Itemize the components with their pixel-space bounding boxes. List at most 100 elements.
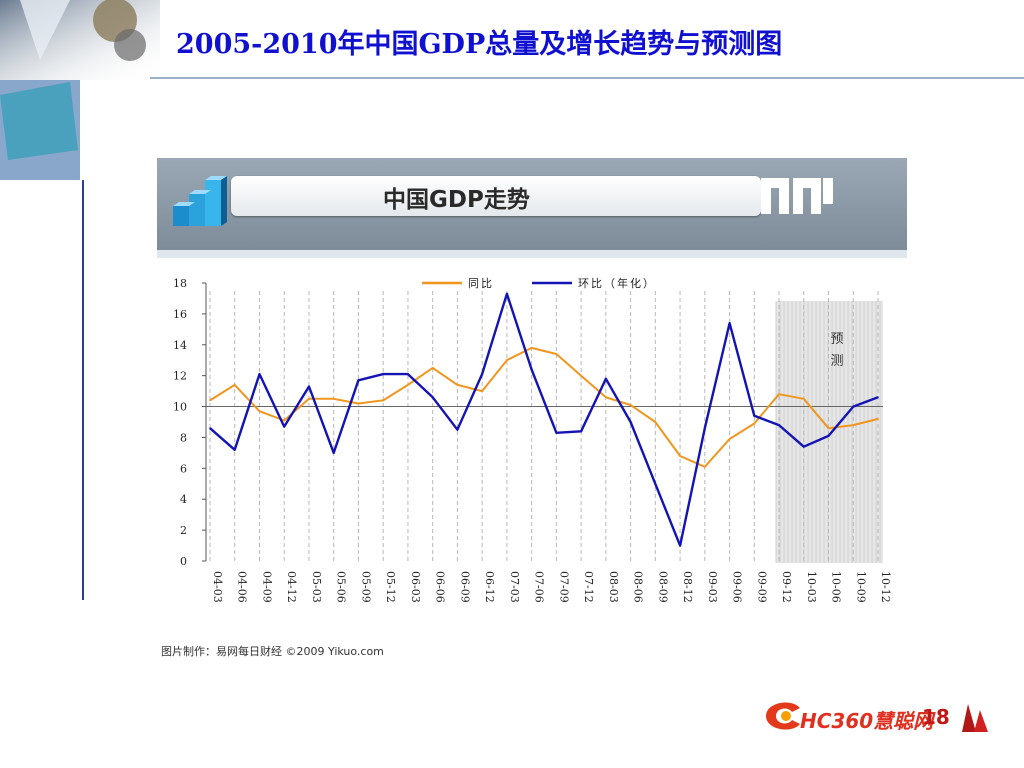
series-2-point: [357, 379, 360, 382]
series-2-point: [332, 452, 335, 454]
logo-text: HC360慧聪网: [800, 709, 934, 733]
banner-title-box: [231, 176, 761, 216]
series-1-point: [357, 402, 360, 405]
series-1-point: [506, 359, 508, 362]
x-tick-label: 10-12: [879, 571, 892, 603]
chart-banner: 中国GDP走势: [157, 158, 907, 250]
y-tick-label: 8: [180, 431, 187, 444]
x-tick-label: 06-12: [483, 571, 496, 603]
x-tick-label: 07-09: [557, 571, 570, 603]
x-tick-label: 05-03: [310, 571, 323, 603]
x-tick-label: 09-03: [706, 571, 719, 603]
series-2-point: [654, 482, 657, 485]
x-tick-label: 05-06: [335, 571, 348, 603]
series-2-point: [407, 373, 409, 375]
logo-suffix: 18: [922, 705, 950, 729]
left-accent-line: [82, 180, 84, 600]
series-2-point: [530, 368, 533, 371]
legend-label-1: 同比: [468, 277, 494, 290]
x-tick-label: 04-03: [211, 571, 224, 603]
series-1-point: [555, 353, 558, 355]
series-2-point: [233, 449, 236, 451]
x-tick-label: 09-09: [755, 571, 768, 603]
x-tick-label: 10-06: [830, 571, 843, 603]
y-tick-label: 10: [173, 401, 187, 414]
series-1-point: [753, 422, 756, 425]
y-tick-label: 4: [180, 493, 187, 506]
series-2-point: [728, 322, 731, 324]
y-tick-label: 14: [173, 339, 187, 352]
x-tick-label: 08-06: [632, 571, 645, 603]
series-2-point: [852, 405, 855, 408]
x-tick-label: 05-12: [384, 571, 397, 603]
series-1-point: [802, 398, 805, 400]
series-1-point: [679, 455, 681, 457]
series-1-point: [407, 384, 409, 386]
series-2-point: [456, 428, 459, 431]
image-credit: 图片制作：易网每日财经 ©2009 Yikuo.com: [161, 645, 384, 658]
series-1-point: [654, 421, 657, 423]
y-tick-label: 12: [173, 370, 187, 383]
series-1-point: [431, 367, 434, 369]
series-2-point: [679, 544, 681, 547]
legend-label-2: 环比（年化）: [578, 276, 656, 290]
x-tick-label: 08-09: [656, 571, 669, 603]
y-tick-label: 2: [180, 524, 187, 537]
series-1-point: [852, 424, 855, 426]
series-1-point: [728, 438, 731, 440]
series-2-point: [827, 435, 830, 437]
x-tick-label: 06-09: [458, 571, 471, 603]
y-tick-label: 6: [180, 462, 187, 475]
plot-area: 预测 0 2 4 6 8 10 12 14 16 18 04-03 04-06 04-09 04-12 05…: [157, 258, 907, 640]
series-1-point: [456, 384, 459, 386]
title-divider: [150, 77, 1024, 79]
y-tick-label: 0: [180, 555, 187, 568]
series-2-point: [506, 293, 508, 295]
series-2-point: [209, 427, 211, 429]
series-1-point: [481, 390, 483, 392]
corner-decoration: [0, 0, 160, 180]
series-2-point: [431, 396, 434, 399]
forecast-label-char: 测: [830, 354, 843, 369]
series-1-point: [382, 399, 384, 402]
y-tick-label: 16: [173, 308, 187, 321]
series-1-point: [530, 347, 533, 349]
forecast-region: [776, 301, 883, 563]
series-2-point: [778, 424, 780, 426]
x-tick-label: 07-03: [508, 571, 521, 603]
series-1-point: [332, 398, 335, 400]
hc360-logo: [766, 702, 988, 732]
series-1-point: [877, 418, 879, 420]
series-2-point: [753, 415, 756, 417]
series-2-point: [555, 432, 558, 434]
series-2-point: [704, 427, 706, 429]
series-2-point: [258, 373, 261, 375]
x-tick-label: 09-06: [731, 571, 744, 603]
series-1-point: [580, 374, 582, 377]
series-2-point: [605, 377, 607, 380]
x-tick-label: 06-06: [434, 571, 447, 603]
gdp-line-chart: 预测 0 2 4 6 8 10 12 14 16 18 04-03 04-06 04-09 04-12 05…: [173, 276, 892, 603]
x-tick-label: 04-09: [260, 571, 273, 603]
series-1-point: [704, 465, 706, 468]
series-2-point: [877, 396, 879, 399]
series-1-point: [827, 427, 830, 429]
series-2-point: [308, 385, 310, 388]
x-tick-label: 06-03: [409, 571, 422, 603]
series-1-point: [209, 399, 211, 402]
chart-panel: 中国GDP走势 预测 0 2 4 6 8 10 12 14 16 18 04-03 04-06 04-0…: [157, 158, 907, 640]
series-1-point: [233, 384, 236, 386]
series-2-point: [629, 421, 632, 423]
series-1-point: [283, 419, 286, 422]
series-1-point: [778, 393, 780, 395]
series-2-point: [580, 430, 582, 433]
series-1-point: [308, 398, 310, 400]
series-2-point: [802, 445, 805, 448]
series-1-point: [605, 396, 607, 399]
y-tick-label: 18: [173, 277, 187, 290]
x-tick-label: 07-12: [582, 571, 595, 603]
chart-title: 中国GDP走势: [383, 187, 530, 213]
x-tick-label: 10-03: [805, 571, 818, 603]
series-1-point: [258, 410, 261, 412]
banner-ornament: [761, 178, 833, 214]
